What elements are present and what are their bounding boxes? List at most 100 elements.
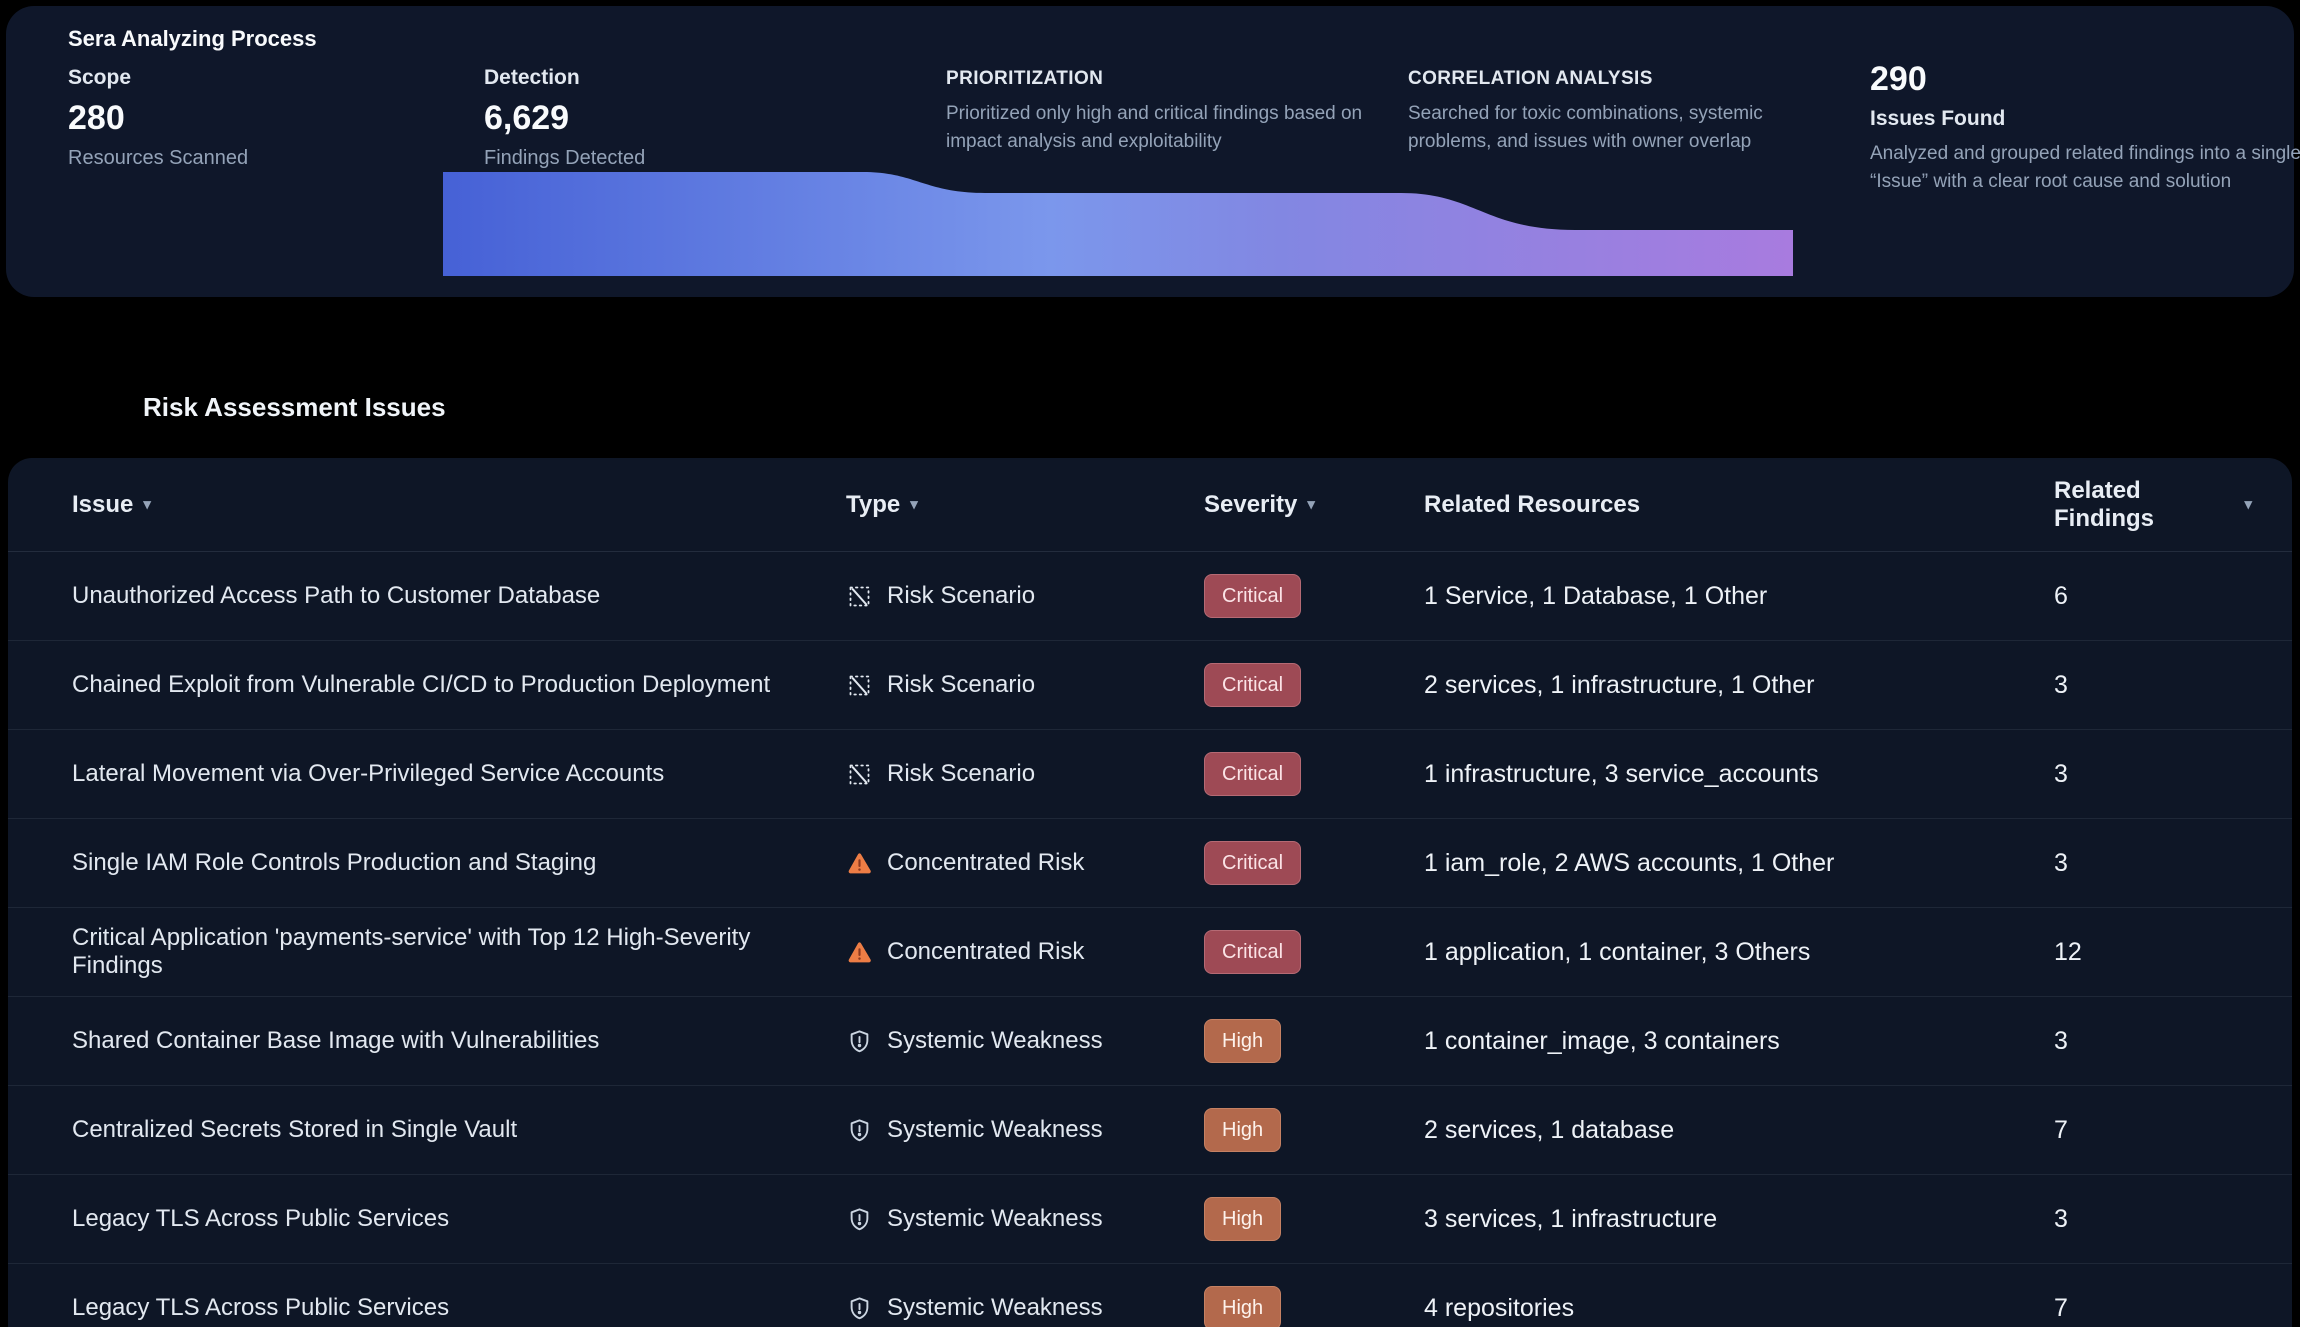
prioritization-step: PRIORITIZATION Prioritized only high and… <box>946 68 1406 155</box>
issue-type: Risk Scenario <box>846 582 1204 610</box>
table-header-row: Issue ▾ Type ▾ Severity ▾ Related Resour… <box>8 458 2292 552</box>
issue-type: Risk Scenario <box>846 760 1204 788</box>
issue-title: Critical Application 'payments-service' … <box>72 924 751 979</box>
related-findings-value: 3 <box>2054 1026 2068 1055</box>
related-findings-value: 3 <box>2054 670 2068 699</box>
warning-triangle-icon <box>846 850 873 877</box>
warning-triangle-icon <box>846 939 873 966</box>
issue-type: Systemic Weakness <box>846 1027 1204 1055</box>
related-findings-value: 3 <box>2054 759 2068 788</box>
table-row[interactable]: Critical Application 'payments-service' … <box>8 908 2292 997</box>
detection-value: 6,629 <box>484 99 570 137</box>
column-header-related-resources: Related Resources <box>1424 490 1641 518</box>
issue-type: Systemic Weakness <box>846 1116 1204 1144</box>
related-resources-value: 1 Service, 1 Database, 1 Other <box>1424 581 1768 610</box>
severity-badge: Critical <box>1204 663 1302 707</box>
issue-title: Legacy TLS Across Public Services <box>72 1294 450 1321</box>
issue-type: Systemic Weakness <box>846 1205 1204 1233</box>
sort-caret-icon: ▾ <box>143 496 151 513</box>
severity-badge: Critical <box>1204 574 1302 618</box>
column-header-type[interactable]: Type ▾ <box>846 490 918 518</box>
issue-title: Shared Container Base Image with Vulnera… <box>72 1027 600 1054</box>
type-label: Systemic Weakness <box>887 1116 1103 1143</box>
related-resources-value: 2 services, 1 infrastructure, 1 Other <box>1424 670 1815 699</box>
type-label: Risk Scenario <box>887 671 1036 698</box>
type-label: Systemic Weakness <box>887 1205 1103 1232</box>
sort-caret-icon: ▾ <box>910 496 918 513</box>
prioritization-description: Prioritized only high and critical findi… <box>946 103 1363 152</box>
risk-scenario-icon <box>846 672 873 699</box>
type-label: Risk Scenario <box>887 760 1036 787</box>
issues-found-label: Issues Found <box>1870 107 2006 130</box>
issue-type: Concentrated Risk <box>846 849 1204 877</box>
related-findings-value: 6 <box>2054 581 2068 610</box>
severity-badge: High <box>1204 1108 1282 1152</box>
issue-title: Lateral Movement via Over-Privileged Ser… <box>72 760 665 787</box>
related-resources-value: 1 infrastructure, 3 service_accounts <box>1424 759 1819 788</box>
scope-caption: Resources Scanned <box>68 147 249 169</box>
severity-badge: High <box>1204 1286 1282 1327</box>
table-row[interactable]: Legacy TLS Across Public Services System… <box>8 1175 2292 1264</box>
severity-badge: Critical <box>1204 841 1302 885</box>
type-label: Systemic Weakness <box>887 1294 1103 1321</box>
issue-title: Centralized Secrets Stored in Single Vau… <box>72 1116 518 1143</box>
column-header-issue[interactable]: Issue ▾ <box>72 490 151 518</box>
table-row[interactable]: Chained Exploit from Vulnerable CI/CD to… <box>8 641 2292 730</box>
funnel-visualization <box>443 172 1793 276</box>
shield-exclamation-icon <box>846 1206 873 1233</box>
risk-scenario-icon <box>846 761 873 788</box>
sort-caret-icon: ▾ <box>2244 496 2252 513</box>
issue-title: Legacy TLS Across Public Services <box>72 1205 450 1232</box>
scope-label: Scope <box>68 66 132 89</box>
severity-badge: High <box>1204 1197 1282 1241</box>
shield-exclamation-icon <box>846 1117 873 1144</box>
related-resources-value: 3 services, 1 infrastructure <box>1424 1204 1718 1233</box>
table-row[interactable]: Centralized Secrets Stored in Single Vau… <box>8 1086 2292 1175</box>
column-header-severity[interactable]: Severity ▾ <box>1204 490 1315 518</box>
issue-type: Systemic Weakness <box>846 1294 1204 1322</box>
correlation-label: CORRELATION ANALYSIS <box>1408 68 1653 89</box>
issue-type: Concentrated Risk <box>846 938 1204 966</box>
table-row[interactable]: Unauthorized Access Path to Customer Dat… <box>8 552 2292 641</box>
related-resources-value: 2 services, 1 database <box>1424 1115 1675 1144</box>
column-header-related-findings[interactable]: Related Findings ▾ <box>2054 476 2252 532</box>
related-findings-value: 12 <box>2054 937 2082 966</box>
risk-scenario-icon <box>846 583 873 610</box>
correlation-description: Searched for toxic combinations, systemi… <box>1408 103 1763 152</box>
prioritization-label: PRIORITIZATION <box>946 68 1104 89</box>
severity-badge: Critical <box>1204 752 1302 796</box>
issues-found-result: 290 Issues Found Analyzed and grouped re… <box>1870 60 2300 195</box>
process-card-title: Sera Analyzing Process <box>68 26 317 51</box>
risk-issues-table: Issue ▾ Type ▾ Severity ▾ Related Resour… <box>8 458 2292 1327</box>
analyzing-process-card: Sera Analyzing Process Scope 280 Resourc… <box>6 6 2300 297</box>
table-row[interactable]: Shared Container Base Image with Vulnera… <box>8 997 2292 1086</box>
shield-exclamation-icon <box>846 1295 873 1322</box>
severity-badge: High <box>1204 1019 1282 1063</box>
correlation-step: CORRELATION ANALYSIS Searched for toxic … <box>1408 68 1838 155</box>
issues-found-value: 290 <box>1870 60 1927 98</box>
related-findings-value: 7 <box>2054 1293 2068 1322</box>
related-resources-value: 1 container_image, 3 containers <box>1424 1026 1780 1055</box>
related-findings-value: 3 <box>2054 848 2068 877</box>
table-row[interactable]: Single IAM Role Controls Production and … <box>8 819 2292 908</box>
related-resources-value: 1 iam_role, 2 AWS accounts, 1 Other <box>1424 848 1835 877</box>
sort-caret-icon: ▾ <box>1307 496 1315 513</box>
detection-caption: Findings Detected <box>484 147 646 169</box>
detection-stat: Detection 6,629 Findings Detected <box>484 66 645 170</box>
table-row[interactable]: Legacy TLS Across Public Services System… <box>8 1264 2292 1327</box>
table-row[interactable]: Lateral Movement via Over-Privileged Ser… <box>8 730 2292 819</box>
scope-value: 280 <box>68 99 125 137</box>
related-resources-value: 1 application, 1 container, 3 Others <box>1424 937 1811 966</box>
related-findings-value: 3 <box>2054 1204 2068 1233</box>
related-findings-value: 7 <box>2054 1115 2068 1144</box>
issue-type: Risk Scenario <box>846 671 1204 699</box>
shield-exclamation-icon <box>846 1028 873 1055</box>
severity-badge: Critical <box>1204 930 1302 974</box>
scope-stat: Scope 280 Resources Scanned <box>68 66 248 170</box>
type-label: Concentrated Risk <box>887 938 1085 965</box>
issue-title: Single IAM Role Controls Production and … <box>72 849 597 876</box>
related-resources-value: 4 repositories <box>1424 1293 1575 1322</box>
issues-found-description: Analyzed and grouped related findings in… <box>1870 143 2300 192</box>
detection-label: Detection <box>484 66 580 89</box>
type-label: Concentrated Risk <box>887 849 1085 876</box>
